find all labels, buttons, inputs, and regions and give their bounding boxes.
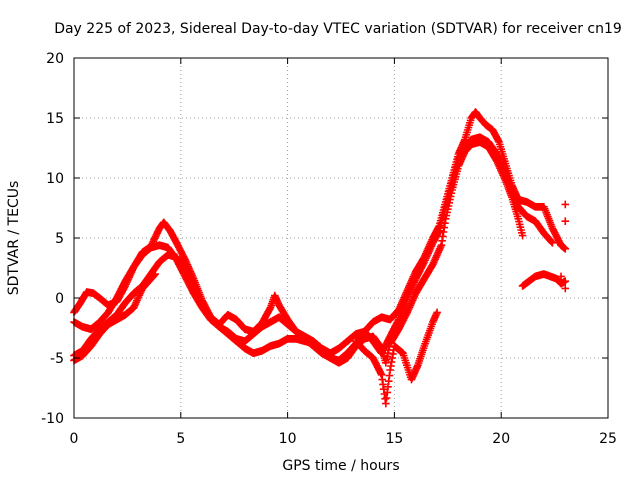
data-point-track-d bbox=[151, 270, 159, 278]
axis-ticks bbox=[73, 57, 609, 419]
data-point-outliers bbox=[561, 200, 570, 209]
y-tick-label: -10 bbox=[41, 411, 64, 427]
data-point-outliers bbox=[561, 284, 570, 293]
chart-title: Day 225 of 2023, Sidereal Day-to-day VTE… bbox=[54, 21, 622, 37]
grid bbox=[74, 58, 608, 418]
x-tick-label: 20 bbox=[492, 431, 510, 447]
data-point-track-f bbox=[561, 277, 570, 285]
y-tick-label: -5 bbox=[50, 351, 64, 367]
x-tick-label: 0 bbox=[70, 431, 79, 447]
y-tick-label: 0 bbox=[55, 291, 64, 307]
data-point-track-e bbox=[433, 308, 441, 317]
data-point-track-b bbox=[548, 239, 557, 247]
x-tick-label: 25 bbox=[599, 431, 617, 447]
y-tick-label: 15 bbox=[46, 111, 64, 127]
x-tick-label: 15 bbox=[385, 431, 403, 447]
x-axis-label: GPS time / hours bbox=[282, 458, 399, 474]
x-tick-label: 10 bbox=[279, 431, 297, 447]
y-tick-label: 10 bbox=[46, 171, 64, 187]
y-tick-label: 20 bbox=[46, 51, 64, 67]
y-axis-label: SDTVAR / TECUs bbox=[6, 181, 22, 296]
x-tick-label: 5 bbox=[176, 431, 185, 447]
data-point-outliers bbox=[561, 217, 570, 225]
data-point-track-a bbox=[561, 245, 570, 253]
y-tick-labels: -10 -5 0 5 10 15 20 bbox=[41, 51, 64, 427]
data-point-outliers bbox=[557, 272, 565, 281]
x-tick-labels: 0 5 10 15 20 25 bbox=[70, 431, 617, 447]
data-point-track-c bbox=[518, 231, 527, 240]
y-tick-label: 5 bbox=[55, 231, 64, 247]
data-points bbox=[70, 108, 570, 408]
